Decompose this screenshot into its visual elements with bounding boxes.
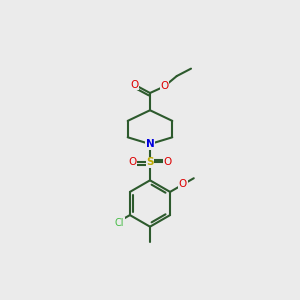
Text: O: O — [129, 158, 137, 167]
Text: O: O — [179, 179, 187, 190]
Text: S: S — [146, 158, 154, 167]
Text: Cl: Cl — [115, 218, 124, 228]
Text: N: N — [146, 139, 154, 149]
Text: O: O — [130, 80, 139, 90]
Text: O: O — [163, 158, 171, 167]
Text: O: O — [160, 82, 168, 92]
